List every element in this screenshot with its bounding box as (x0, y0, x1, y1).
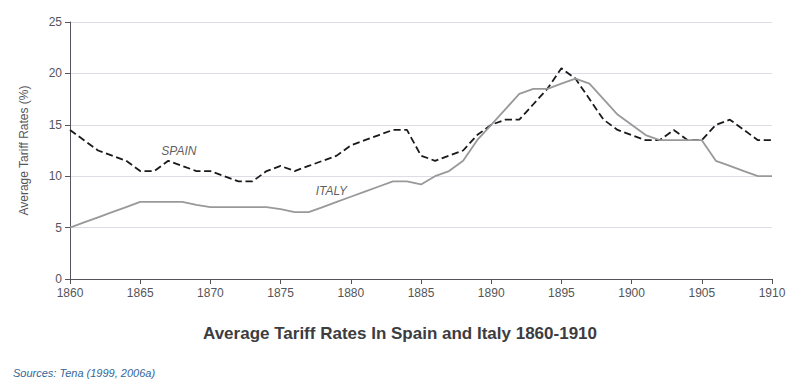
svg-text:Average Tariff Rates (%): Average Tariff Rates (%) (17, 85, 31, 215)
svg-text:1865: 1865 (127, 286, 154, 300)
svg-text:1860: 1860 (57, 286, 84, 300)
svg-text:0: 0 (55, 272, 62, 286)
svg-text:10: 10 (49, 169, 63, 183)
svg-text:1870: 1870 (197, 286, 224, 300)
svg-text:20: 20 (49, 66, 63, 80)
svg-text:SPAIN: SPAIN (161, 144, 196, 158)
svg-text:15: 15 (49, 118, 63, 132)
svg-text:Sources: Tena (1999, 2006a): Sources: Tena (1999, 2006a) (13, 367, 155, 379)
svg-text:1880: 1880 (337, 286, 364, 300)
svg-text:ITALY: ITALY (316, 184, 348, 198)
svg-text:1885: 1885 (408, 286, 435, 300)
svg-text:1895: 1895 (548, 286, 575, 300)
svg-text:25: 25 (49, 15, 63, 29)
svg-text:5: 5 (55, 221, 62, 235)
svg-text:1900: 1900 (618, 286, 645, 300)
svg-text:1905: 1905 (688, 286, 715, 300)
svg-text:Average Tariff Rates In Spain: Average Tariff Rates In Spain and Italy … (203, 324, 597, 343)
svg-text:1875: 1875 (267, 286, 294, 300)
svg-text:1910: 1910 (759, 286, 786, 300)
svg-text:1890: 1890 (478, 286, 505, 300)
